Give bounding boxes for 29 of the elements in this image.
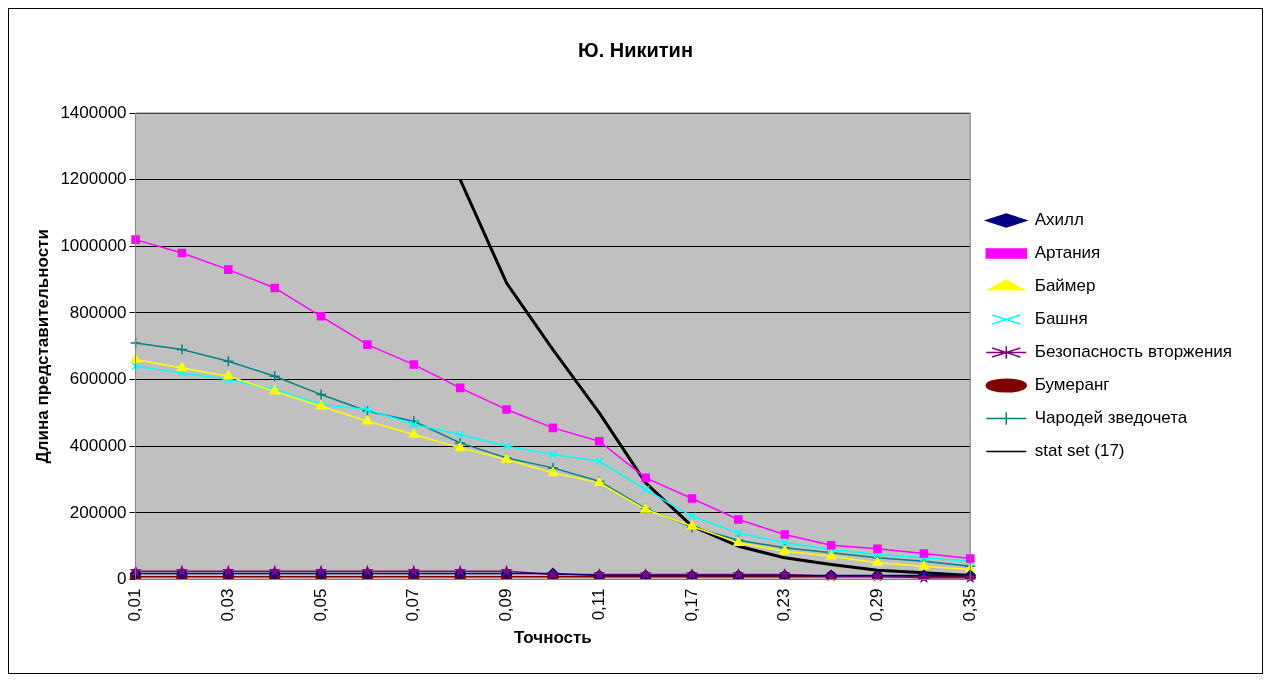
y-tick-label: 1000000: [60, 235, 127, 255]
chart-title: Ю. Никитин: [578, 38, 693, 61]
legend-label: Ахилл: [1034, 210, 1084, 230]
y-tick-label: 800000: [69, 302, 127, 322]
x-tick-label: 0,23: [774, 588, 794, 622]
legend-label: stat set (17): [1034, 441, 1125, 461]
x-tick-label: 0,03: [218, 588, 238, 622]
legend-label: Чародей зведочета: [1034, 408, 1188, 428]
y-tick-label: 1200000: [60, 169, 127, 189]
x-tick-label: 0,01: [125, 588, 145, 622]
x-tick-label: 0,07: [403, 588, 423, 622]
legend-label: Безопасность вторжения: [1034, 342, 1233, 362]
y-tick-label: 200000: [69, 502, 127, 522]
legend-label: Артания: [1034, 243, 1101, 263]
y-tick-label: 400000: [69, 435, 127, 455]
y-tick-label: 0: [117, 569, 127, 589]
y-tick-label: 600000: [69, 369, 127, 389]
legend-label: Башня: [1034, 309, 1088, 329]
x-axis-title: Точность: [514, 628, 592, 648]
x-tick-label: 0,29: [867, 588, 887, 622]
x-tick-label: 0,05: [310, 588, 330, 622]
x-tick-label: 0,09: [496, 588, 516, 622]
x-tick-label: 0,11: [588, 588, 608, 621]
y-axis-title: Длина представительности: [32, 229, 52, 464]
x-tick-label: 0,17: [681, 588, 701, 622]
y-tick-label: 1400000: [60, 102, 127, 122]
legend-label: Бумеранг: [1034, 375, 1110, 395]
x-tick-label: 0,35: [959, 588, 979, 622]
legend-label: Баймер: [1034, 276, 1096, 296]
